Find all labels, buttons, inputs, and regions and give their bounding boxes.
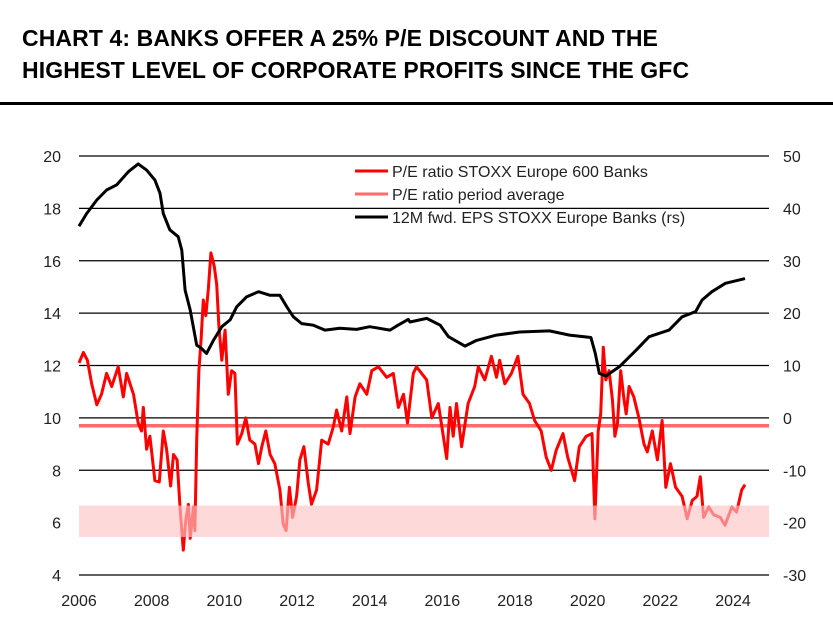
y-tick-label: 20 [43, 149, 61, 166]
y2-tick-label: 20 [783, 306, 801, 323]
eps-line [77, 162, 746, 378]
chart-title: CHART 4: BANKS OFFER A 25% P/E DISCOUNT … [22, 22, 689, 86]
x-tick-label: 2006 [61, 593, 97, 610]
x-tick-label: 2018 [497, 593, 533, 610]
y-tick-label: 8 [52, 463, 61, 480]
y-tick-label: 16 [43, 254, 61, 271]
y2-tick-label: 50 [783, 149, 801, 166]
legend-label-pe: P/E ratio STOXX Europe 600 Banks [392, 164, 648, 181]
y2-tick-label: 40 [783, 201, 801, 218]
legend-label-eps: 12M fwd. EPS STOXX Europe Banks (rs) [392, 210, 685, 227]
x-tick-label: 2014 [352, 593, 388, 610]
chart-title-line-1: CHART 4: BANKS OFFER A 25% P/E DISCOUNT … [22, 25, 658, 51]
axis-ticks: 4 6 8 10 12 14 16 18 20 -30 -20 -10 0 10 20 30 40 50 2006 2… [43, 149, 806, 610]
y2-tick-label: 30 [783, 254, 801, 271]
y2-tick-label: -30 [783, 568, 806, 585]
y-tick-label: 12 [43, 359, 61, 376]
shaded-band-overlay [79, 505, 769, 538]
legend: P/E ratio STOXX Europe 600 Banks P/E rat… [355, 164, 685, 227]
y-tick-label: 14 [43, 306, 61, 323]
title-divider [0, 102, 833, 105]
x-tick-label: 2012 [279, 593, 315, 610]
gridlines [79, 155, 769, 576]
x-tick-label: 2022 [643, 593, 679, 610]
x-tick-label: 2008 [134, 593, 170, 610]
x-tick-label: 2024 [715, 593, 751, 610]
y2-tick-label: 10 [783, 359, 801, 376]
y-tick-label: 6 [52, 516, 61, 533]
discount-band-tint [79, 505, 769, 538]
chart-title-line-2: HIGHEST LEVEL OF CORPORATE PROFITS SINCE… [22, 57, 690, 83]
y-tick-label: 10 [43, 411, 61, 428]
y-tick-label: 4 [52, 568, 61, 585]
legend-label-average: P/E ratio period average [392, 187, 565, 204]
y2-tick-label: -20 [783, 516, 806, 533]
x-tick-label: 2020 [570, 593, 606, 610]
x-tick-label: 2016 [425, 593, 461, 610]
pe-ratio-line [77, 251, 747, 552]
x-tick-label: 2010 [207, 593, 243, 610]
y-tick-label: 18 [43, 201, 61, 218]
y2-tick-label: 0 [783, 411, 792, 428]
y2-tick-label: -10 [783, 463, 806, 480]
